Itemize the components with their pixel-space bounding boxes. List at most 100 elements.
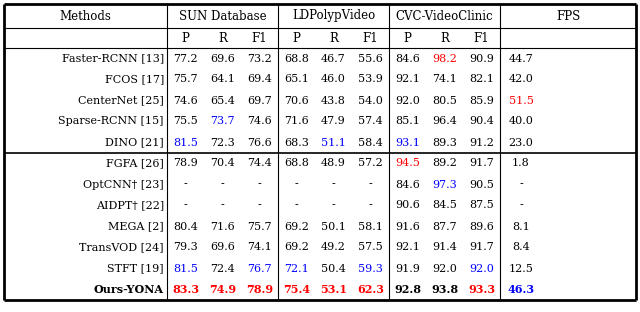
Text: 75.7: 75.7 — [247, 222, 272, 232]
Text: 69.2: 69.2 — [284, 242, 309, 252]
Text: 8.1: 8.1 — [512, 222, 530, 232]
Text: 91.7: 91.7 — [469, 158, 494, 168]
Text: 69.6: 69.6 — [210, 242, 235, 252]
Text: -: - — [221, 201, 225, 211]
Text: AIDPT† [22]: AIDPT† [22] — [96, 201, 164, 211]
Text: 87.5: 87.5 — [469, 201, 494, 211]
Text: 91.7: 91.7 — [469, 242, 494, 252]
Text: 59.3: 59.3 — [358, 264, 383, 274]
Text: F1: F1 — [474, 32, 490, 45]
Text: 58.1: 58.1 — [358, 222, 383, 232]
Text: R: R — [329, 32, 338, 45]
Text: Methods: Methods — [60, 9, 111, 22]
Text: 97.3: 97.3 — [432, 179, 457, 189]
Text: 40.0: 40.0 — [509, 116, 533, 126]
Text: -: - — [184, 179, 188, 189]
Text: 68.8: 68.8 — [284, 53, 309, 64]
Text: 78.9: 78.9 — [173, 158, 198, 168]
Text: 74.9: 74.9 — [209, 284, 236, 295]
Text: 91.9: 91.9 — [395, 264, 420, 274]
Text: SUN Database: SUN Database — [179, 9, 266, 22]
Text: 48.9: 48.9 — [321, 158, 346, 168]
Text: R: R — [218, 32, 227, 45]
Text: DINO [21]: DINO [21] — [105, 138, 164, 148]
Text: 53.1: 53.1 — [320, 284, 347, 295]
Text: TransVOD [24]: TransVOD [24] — [79, 242, 164, 252]
Text: 69.2: 69.2 — [284, 222, 309, 232]
Text: 98.2: 98.2 — [432, 53, 457, 64]
Text: 84.5: 84.5 — [432, 201, 457, 211]
Text: -: - — [258, 201, 261, 211]
Text: Sparse-RCNN [15]: Sparse-RCNN [15] — [58, 116, 164, 126]
Text: LDPolypVideo: LDPolypVideo — [292, 9, 375, 22]
Text: 85.1: 85.1 — [395, 116, 420, 126]
Text: 68.3: 68.3 — [284, 138, 309, 148]
Text: 90.4: 90.4 — [469, 116, 494, 126]
Text: 96.4: 96.4 — [432, 116, 457, 126]
Text: 82.1: 82.1 — [469, 75, 494, 85]
Text: 69.7: 69.7 — [247, 95, 272, 105]
Text: 58.4: 58.4 — [358, 138, 383, 148]
Text: 89.6: 89.6 — [469, 222, 494, 232]
Text: 80.5: 80.5 — [432, 95, 457, 105]
Text: 74.4: 74.4 — [247, 158, 272, 168]
Text: 72.3: 72.3 — [210, 138, 235, 148]
Text: 73.7: 73.7 — [210, 116, 235, 126]
Text: 90.6: 90.6 — [395, 201, 420, 211]
Text: 92.0: 92.0 — [395, 95, 420, 105]
Text: CenterNet [25]: CenterNet [25] — [78, 95, 164, 105]
Text: -: - — [332, 179, 335, 189]
Text: FGFA [26]: FGFA [26] — [106, 158, 164, 168]
Text: 93.3: 93.3 — [468, 284, 495, 295]
Text: 62.3: 62.3 — [357, 284, 384, 295]
Text: 69.6: 69.6 — [210, 53, 235, 64]
Text: 73.2: 73.2 — [247, 53, 272, 64]
Text: 92.8: 92.8 — [394, 284, 421, 295]
Text: 94.5: 94.5 — [395, 158, 420, 168]
Text: 74.1: 74.1 — [247, 242, 272, 252]
Text: 84.6: 84.6 — [395, 53, 420, 64]
Text: 70.4: 70.4 — [210, 158, 235, 168]
Text: 50.4: 50.4 — [321, 264, 346, 274]
Text: 12.5: 12.5 — [509, 264, 533, 274]
Text: 70.6: 70.6 — [284, 95, 309, 105]
Text: 51.1: 51.1 — [321, 138, 346, 148]
Text: 71.6: 71.6 — [284, 116, 309, 126]
Text: 91.6: 91.6 — [395, 222, 420, 232]
Text: -: - — [294, 179, 298, 189]
Text: 76.6: 76.6 — [247, 138, 272, 148]
Text: 49.2: 49.2 — [321, 242, 346, 252]
Text: -: - — [184, 201, 188, 211]
Text: F1: F1 — [252, 32, 268, 45]
Text: 75.7: 75.7 — [173, 75, 198, 85]
Text: OptCNN† [23]: OptCNN† [23] — [83, 179, 164, 189]
Text: 81.5: 81.5 — [173, 264, 198, 274]
Text: MEGA [2]: MEGA [2] — [108, 222, 164, 232]
Text: 92.1: 92.1 — [395, 242, 420, 252]
Text: 53.9: 53.9 — [358, 75, 383, 85]
Text: 75.4: 75.4 — [283, 284, 310, 295]
Text: 54.0: 54.0 — [358, 95, 383, 105]
Text: 57.4: 57.4 — [358, 116, 383, 126]
Text: 64.1: 64.1 — [210, 75, 235, 85]
Text: 71.6: 71.6 — [210, 222, 235, 232]
Text: 84.6: 84.6 — [395, 179, 420, 189]
Text: -: - — [258, 179, 261, 189]
Text: 57.5: 57.5 — [358, 242, 383, 252]
Text: 74.6: 74.6 — [173, 95, 198, 105]
Text: 46.7: 46.7 — [321, 53, 346, 64]
Text: FCOS [17]: FCOS [17] — [104, 75, 164, 85]
Text: 92.0: 92.0 — [432, 264, 457, 274]
Text: 74.6: 74.6 — [247, 116, 272, 126]
Text: 42.0: 42.0 — [509, 75, 533, 85]
Text: 91.4: 91.4 — [432, 242, 457, 252]
Text: 93.8: 93.8 — [431, 284, 458, 295]
Text: -: - — [294, 201, 298, 211]
Text: -: - — [332, 201, 335, 211]
Text: 76.7: 76.7 — [247, 264, 272, 274]
Text: 93.1: 93.1 — [395, 138, 420, 148]
Text: F1: F1 — [363, 32, 378, 45]
Text: 55.6: 55.6 — [358, 53, 383, 64]
Text: 46.3: 46.3 — [508, 284, 534, 295]
Text: 43.8: 43.8 — [321, 95, 346, 105]
